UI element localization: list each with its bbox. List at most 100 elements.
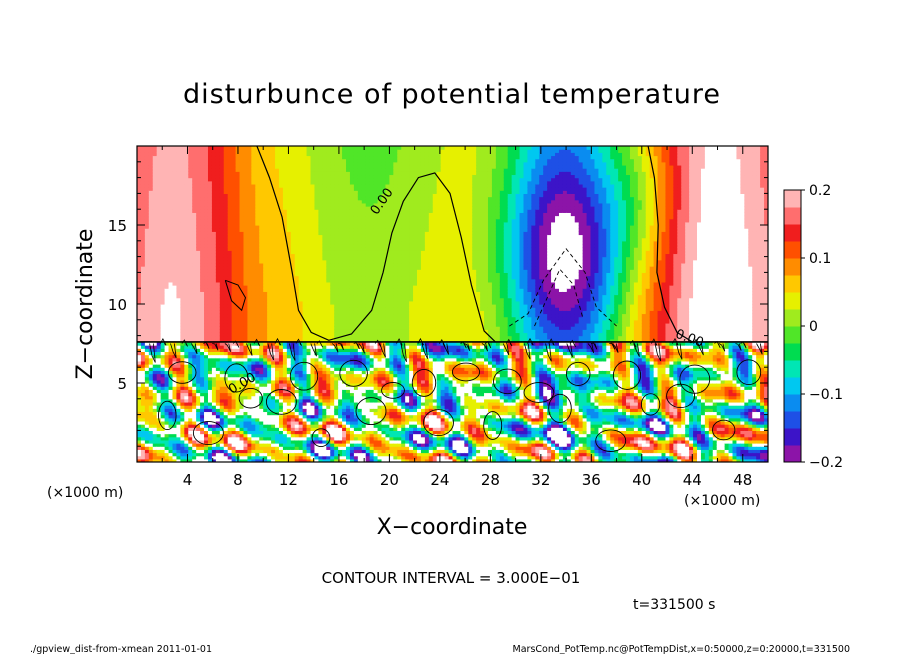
- field-cell: [156, 266, 162, 270]
- field-cell: [148, 164, 154, 169]
- field-cell: [140, 449, 146, 454]
- field-cell: [156, 433, 162, 438]
- field-cell: [148, 275, 154, 280]
- field-cell: [137, 424, 142, 428]
- field-cell: [137, 373, 142, 378]
- field-cell: [140, 187, 146, 191]
- field-cell: [148, 332, 154, 337]
- field-cell: [140, 360, 146, 365]
- field-cell: [160, 408, 166, 413]
- field-cell: [148, 212, 154, 217]
- field-cell: [152, 240, 158, 245]
- field-cell: [140, 408, 146, 413]
- field-cell: [148, 152, 154, 157]
- field-cell: [148, 183, 154, 188]
- field-cell: [137, 196, 142, 201]
- field-cell: [156, 348, 162, 352]
- field-cell: [140, 225, 146, 229]
- field-cell: [152, 221, 158, 226]
- field-cell: [137, 414, 142, 419]
- field-cell: [148, 168, 154, 172]
- field-cell: [148, 326, 154, 330]
- field-cell: [140, 354, 146, 359]
- field-cell: [140, 164, 146, 169]
- field-cell: [140, 168, 146, 172]
- field-cell: [156, 458, 162, 462]
- field-cell: [137, 272, 142, 277]
- field-cell: [152, 285, 158, 289]
- field-cell: [148, 247, 154, 251]
- field-cell: [152, 155, 158, 160]
- field-cell: [144, 313, 150, 318]
- field-cell: [156, 146, 162, 150]
- field-cell: [160, 427, 166, 431]
- field-cell: [144, 424, 150, 428]
- field-cell: [140, 427, 146, 431]
- field-cell: [156, 401, 162, 406]
- field-cell: [152, 329, 158, 334]
- field-cell: [137, 439, 142, 444]
- field-cell: [144, 212, 150, 217]
- field-cell: [144, 278, 150, 283]
- field-cell: [140, 319, 146, 324]
- field-cell: [137, 187, 142, 191]
- field-cell: [152, 247, 158, 251]
- field-cell: [152, 401, 158, 406]
- field-cell: [144, 452, 150, 457]
- field-cell: [137, 322, 142, 327]
- field-cell: [156, 392, 162, 397]
- field-cell: [144, 155, 150, 160]
- field-cell: [140, 341, 146, 346]
- field-cell: [140, 452, 146, 457]
- field-cell: [156, 256, 162, 261]
- field-cell: [152, 455, 158, 460]
- field-cell: [144, 449, 150, 454]
- field-cell: [144, 433, 150, 438]
- field-cell: [152, 420, 158, 425]
- field-cell: [140, 212, 146, 217]
- field-cell: [156, 228, 162, 232]
- field-cell: [144, 281, 150, 286]
- field-cell: [156, 405, 162, 409]
- field-cell: [144, 360, 150, 365]
- field-cell: [140, 338, 146, 343]
- field-cell: [140, 256, 146, 261]
- field-cell: [144, 294, 150, 299]
- field-cell: [156, 168, 162, 172]
- field-cell: [137, 367, 142, 371]
- field-cell: [140, 231, 146, 236]
- field-cell: [137, 193, 142, 198]
- field-cell: [140, 357, 146, 362]
- field-cell: [137, 389, 142, 394]
- field-cell: [148, 193, 154, 198]
- field-cell: [152, 443, 158, 447]
- field-cell: [148, 177, 154, 182]
- field-cell: [152, 196, 158, 201]
- field-cell: [156, 218, 162, 223]
- field-cell: [156, 345, 162, 349]
- field-cell: [144, 443, 150, 447]
- field-cell: [152, 427, 158, 431]
- field-cell: [140, 345, 146, 349]
- field-cell: [144, 300, 150, 305]
- field-cell: [144, 304, 150, 308]
- field-cell: [148, 304, 154, 308]
- field-cell: [137, 243, 142, 248]
- field-cell: [152, 266, 158, 270]
- field-cell: [148, 319, 154, 324]
- field-cell: [148, 243, 154, 248]
- field-cell: [137, 326, 142, 330]
- field-cell: [140, 183, 146, 188]
- field-cell: [156, 209, 162, 213]
- field-cell: [148, 228, 154, 232]
- field-cell: [156, 171, 162, 176]
- field-cell: [140, 430, 146, 435]
- field-cell: [148, 161, 154, 166]
- field-cell: [137, 443, 142, 447]
- field-cell: [152, 304, 158, 308]
- field-cell: [160, 341, 166, 346]
- field-cell: [144, 436, 150, 441]
- field-cell: [148, 408, 154, 413]
- field-cell: [148, 300, 154, 305]
